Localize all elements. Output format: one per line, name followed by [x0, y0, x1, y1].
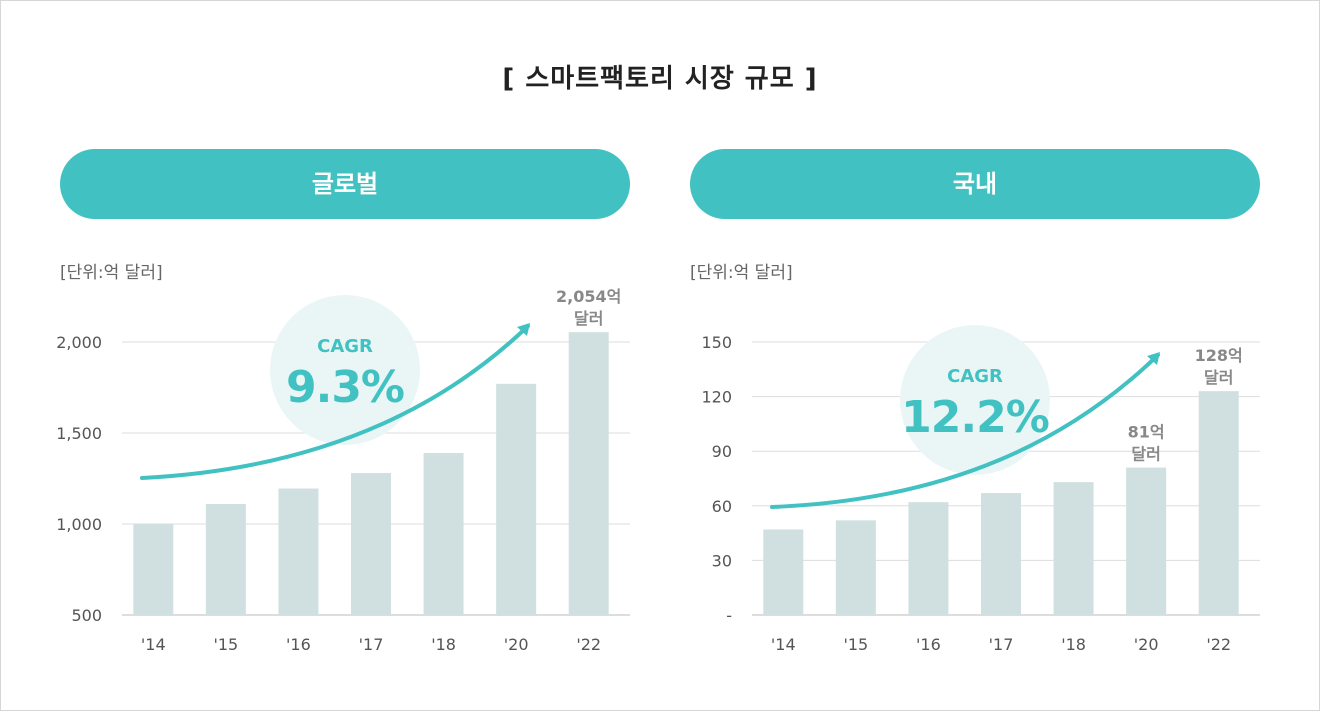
x-tick-label: '20 [1134, 635, 1159, 654]
cagr-label: CAGR [947, 366, 1003, 387]
bar [1053, 482, 1094, 615]
global-header: 글로벌 [60, 149, 630, 219]
bar [1126, 467, 1167, 615]
cagr-value: 12.2% [901, 392, 1049, 443]
bar [1198, 391, 1239, 615]
x-tick-label: '16 [916, 635, 941, 654]
y-tick-label: 500 [71, 606, 102, 625]
bar [278, 488, 319, 615]
x-tick-label: '15 [843, 635, 868, 654]
bar [133, 524, 174, 615]
y-tick-label: 30 [712, 551, 732, 570]
bar [763, 529, 804, 615]
bar [568, 332, 609, 615]
value-annotation-line2: 달러 [574, 309, 603, 328]
x-tick-label: '18 [1061, 635, 1086, 654]
x-tick-label: '17 [359, 635, 384, 654]
x-tick-label: '14 [771, 635, 796, 654]
value-annotation-line1: 128억 [1195, 346, 1243, 365]
global-unit-label: [단위:억 달러] [60, 263, 163, 283]
growth-arrow-line [770, 353, 1160, 509]
x-tick-label: '22 [1206, 635, 1231, 654]
value-annotation-line1: 2,054억 [556, 287, 621, 306]
x-tick-label: '18 [431, 635, 456, 654]
domestic-unit-label: [단위:억 달러] [690, 263, 793, 283]
domestic-header: 국내 [690, 149, 1260, 219]
growth-arrow-head [1147, 352, 1160, 365]
bar [908, 502, 949, 615]
bar [205, 503, 246, 615]
x-tick-label: '14 [141, 635, 166, 654]
x-tick-label: '20 [504, 635, 529, 654]
cagr-circle [270, 295, 420, 445]
x-tick-label: '16 [286, 635, 311, 654]
value-annotation-line2: 달러 [1204, 368, 1233, 387]
bar [423, 453, 464, 615]
y-tick-label: 60 [712, 497, 732, 516]
cagr-circle [900, 325, 1050, 475]
y-tick-label: 1,000 [56, 515, 102, 534]
y-tick-label: 120 [701, 388, 732, 407]
growth-arrow-line [140, 324, 530, 480]
value-annotation-line1: 81억 [1128, 423, 1165, 442]
y-tick-label: 90 [712, 442, 732, 461]
cagr-label: CAGR [317, 336, 373, 357]
bar [835, 520, 876, 615]
y-tick-label: 150 [701, 333, 732, 352]
bar [496, 383, 537, 615]
bar [351, 473, 391, 615]
bar [981, 493, 1021, 615]
cagr-value: 9.3% [286, 362, 404, 413]
x-tick-label: '17 [989, 635, 1014, 654]
y-tick-label: - [726, 606, 732, 625]
y-tick-label: 1,500 [56, 424, 102, 443]
value-annotation-line2: 달러 [1131, 445, 1160, 464]
y-tick-label: 2,000 [56, 333, 102, 352]
x-tick-label: '15 [213, 635, 238, 654]
growth-arrow-head [517, 323, 530, 336]
x-tick-label: '22 [576, 635, 601, 654]
page-title: [ 스마트팩토리 시장 규모 ] [502, 64, 818, 94]
